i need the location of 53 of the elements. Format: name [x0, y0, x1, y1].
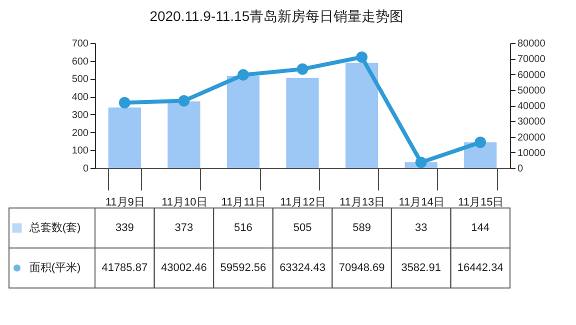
- y-tick-label: 300: [72, 110, 89, 121]
- point: [474, 136, 486, 148]
- data-label: 16442.34: [457, 262, 504, 274]
- data-label: 33: [414, 222, 428, 234]
- x-tick-label: 11月11日: [221, 196, 266, 208]
- y-tick-label: 100: [72, 146, 89, 157]
- data-label: 43002.46: [160, 262, 207, 274]
- data-label: 41785.87: [102, 262, 148, 274]
- point: [178, 95, 190, 106]
- data-label: 589: [352, 222, 371, 234]
- x-tick-label: 11月15日: [458, 196, 504, 208]
- y-tick-label: 400: [72, 92, 89, 104]
- point: [415, 156, 427, 168]
- y2-tick-label: 80000: [518, 38, 546, 50]
- bar: [286, 78, 319, 168]
- x-tick-label: 11月13日: [339, 196, 386, 208]
- y2-tick-label: 70000: [518, 54, 546, 66]
- legend-label: 面积(平米): [29, 261, 81, 274]
- y2-tick-label: 0: [518, 164, 524, 174]
- point: [356, 51, 368, 63]
- data-label: 505: [293, 222, 312, 234]
- chart-title: 2020.11.9-11.15青岛新房每日销量走势图: [150, 8, 404, 24]
- data-label: 373: [174, 222, 194, 234]
- y-tick-label: 500: [72, 74, 89, 86]
- point: [296, 63, 308, 75]
- y-tick-label: 600: [72, 56, 89, 68]
- y2-tick-label: 20000: [518, 132, 546, 144]
- data-label: 63324.43: [280, 262, 326, 274]
- legend-label: 总套数(套): [28, 221, 81, 234]
- data-label: 3582.91: [401, 262, 441, 274]
- y-tick-label: 700: [72, 38, 89, 50]
- y2-tick-label: 50000: [518, 85, 546, 96]
- data-label: 516: [234, 222, 252, 234]
- data-label: 144: [471, 222, 490, 234]
- y2-tick-label: 60000: [518, 70, 546, 81]
- bar: [108, 107, 141, 168]
- data-label: 70948.69: [338, 262, 385, 274]
- y2-tick-label: 10000: [518, 148, 546, 159]
- data-label: 59592.56: [220, 262, 266, 274]
- x-tick-label: 11月10日: [162, 196, 208, 208]
- x-tick-label: 11月9日: [105, 196, 145, 208]
- y2-tick-label: 40000: [518, 101, 546, 112]
- bar: [226, 76, 260, 168]
- point: [118, 97, 130, 108]
- bar: [168, 101, 200, 168]
- y-tick-label: 0: [82, 164, 89, 174]
- bar: [345, 62, 378, 168]
- point: [238, 69, 249, 81]
- data-label: 339: [115, 222, 134, 234]
- y-tick-label: 200: [72, 128, 89, 139]
- y2-tick-label: 30000: [518, 116, 546, 128]
- x-tick-label: 11月12日: [280, 196, 326, 208]
- x-tick-label: 11月14日: [398, 196, 444, 208]
